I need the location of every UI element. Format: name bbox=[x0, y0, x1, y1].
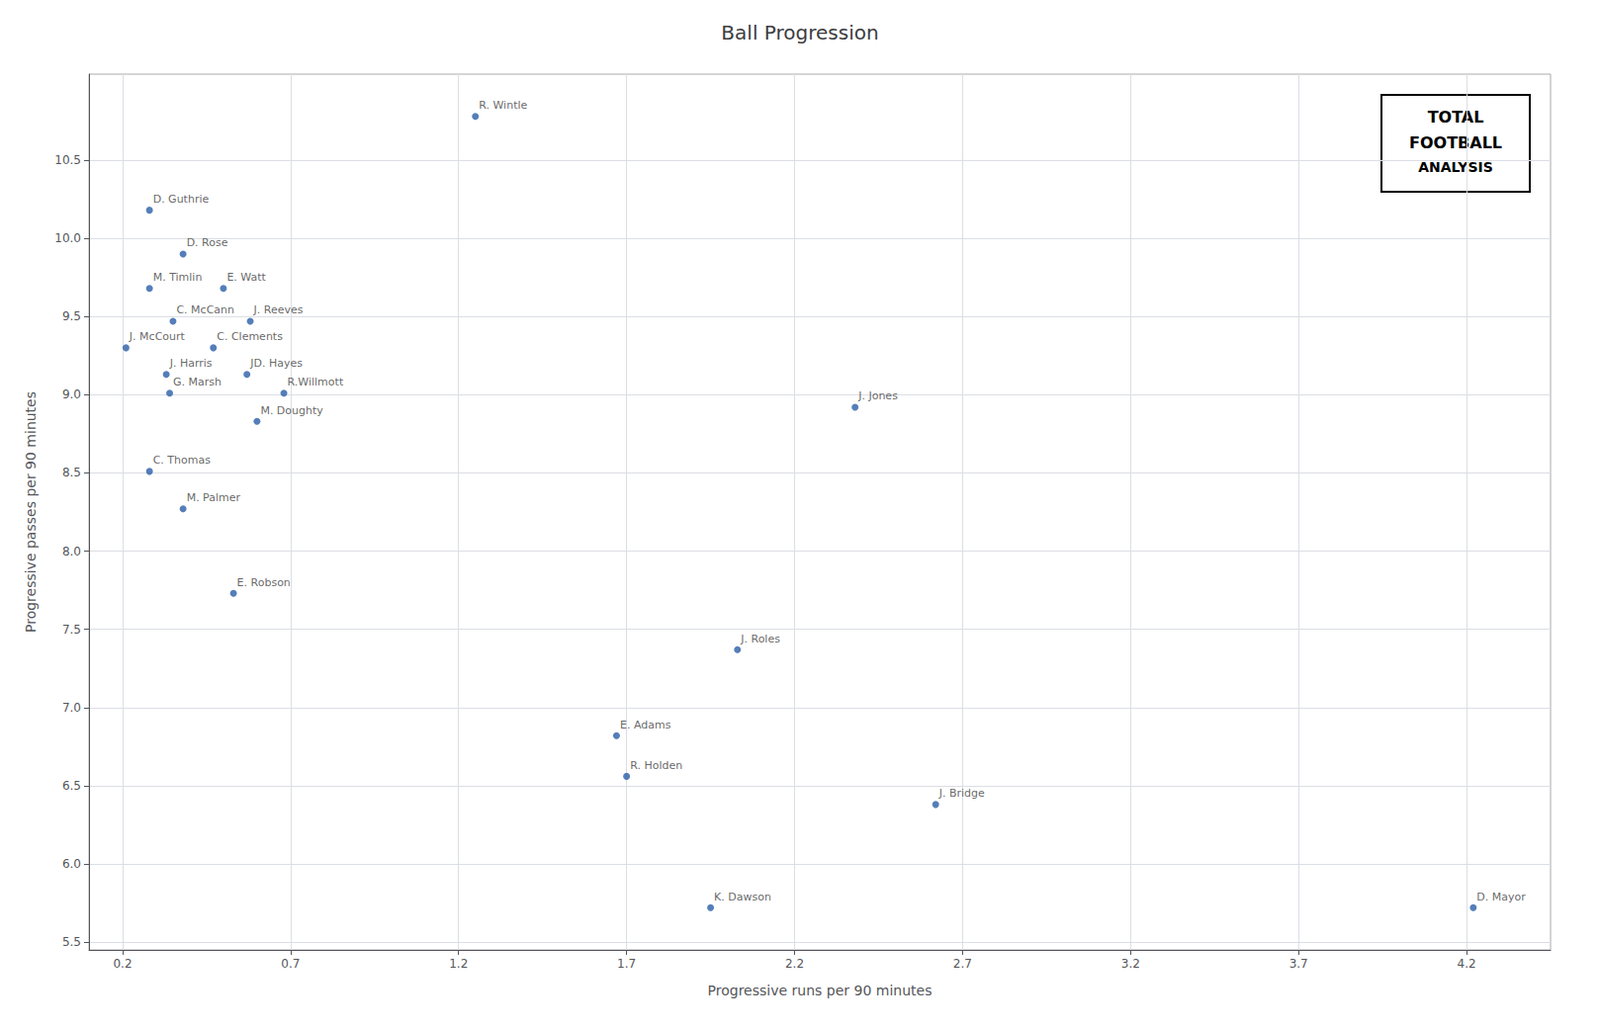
svg-text:R. Holden: R. Holden bbox=[629, 759, 683, 773]
svg-text:G. Marsh: G. Marsh bbox=[173, 375, 222, 389]
svg-text:3.2: 3.2 bbox=[1121, 957, 1141, 972]
svg-text:JD. Hayes: JD. Hayes bbox=[249, 356, 303, 370]
svg-text:ANALYSIS: ANALYSIS bbox=[1418, 159, 1494, 176]
svg-text:J. Bridge: J. Bridge bbox=[938, 787, 985, 800]
svg-text:M. Timlin: M. Timlin bbox=[153, 270, 203, 284]
svg-text:7.0: 7.0 bbox=[62, 701, 82, 715]
svg-text:J. Reeves: J. Reeves bbox=[253, 303, 304, 317]
svg-text:J. Jones: J. Jones bbox=[857, 389, 898, 403]
svg-text:10.5: 10.5 bbox=[54, 153, 82, 168]
svg-text:2.2: 2.2 bbox=[785, 957, 804, 972]
svg-text:6.0: 6.0 bbox=[62, 857, 82, 872]
svg-text:1.7: 1.7 bbox=[617, 957, 636, 972]
svg-text:E. Adams: E. Adams bbox=[620, 718, 672, 732]
svg-text:5.5: 5.5 bbox=[62, 935, 82, 950]
svg-text:Ball Progression: Ball Progression bbox=[720, 20, 879, 45]
svg-text:10.0: 10.0 bbox=[54, 231, 82, 246]
svg-text:D. Mayor: D. Mayor bbox=[1476, 890, 1526, 904]
svg-text:D. Guthrie: D. Guthrie bbox=[153, 192, 210, 206]
svg-text:Progressive runs per 90 minute: Progressive runs per 90 minutes bbox=[708, 982, 933, 999]
svg-text:0.7: 0.7 bbox=[280, 957, 300, 972]
svg-text:E. Watt: E. Watt bbox=[226, 270, 267, 284]
svg-text:3.7: 3.7 bbox=[1289, 957, 1309, 972]
svg-text:M. Doughty: M. Doughty bbox=[260, 404, 324, 418]
svg-text:Progressive passes per 90 minu: Progressive passes per 90 minutes bbox=[22, 391, 39, 633]
svg-text:J. Roles: J. Roles bbox=[739, 632, 781, 646]
svg-text:6.5: 6.5 bbox=[62, 779, 82, 794]
svg-text:C. Clements: C. Clements bbox=[216, 330, 283, 344]
svg-text:C. McCann: C. McCann bbox=[176, 303, 235, 317]
svg-text:K. Dawson: K. Dawson bbox=[713, 890, 772, 904]
svg-text:R. Wintle: R. Wintle bbox=[478, 98, 528, 112]
svg-text:1.2: 1.2 bbox=[448, 957, 468, 972]
svg-text:D. Rose: D. Rose bbox=[186, 236, 229, 250]
svg-text:C. Thomas: C. Thomas bbox=[153, 453, 212, 467]
svg-text:J. Harris: J. Harris bbox=[169, 356, 213, 370]
svg-text:E. Robson: E. Robson bbox=[237, 576, 291, 590]
svg-text:0.2: 0.2 bbox=[112, 957, 132, 972]
svg-text:2.7: 2.7 bbox=[953, 957, 973, 972]
svg-text:FOOTBALL: FOOTBALL bbox=[1409, 133, 1503, 153]
svg-text:J. McCourt: J. McCourt bbox=[128, 330, 186, 344]
svg-text:TOTAL: TOTAL bbox=[1427, 107, 1485, 127]
svg-text:7.5: 7.5 bbox=[62, 622, 82, 637]
svg-text:M. Palmer: M. Palmer bbox=[186, 491, 242, 505]
svg-text:8.5: 8.5 bbox=[62, 465, 82, 480]
svg-text:4.2: 4.2 bbox=[1457, 957, 1477, 972]
svg-text:R.Willmott: R.Willmott bbox=[287, 375, 345, 389]
svg-text:9.0: 9.0 bbox=[62, 387, 82, 402]
svg-text:8.0: 8.0 bbox=[62, 544, 82, 559]
svg-text:9.5: 9.5 bbox=[62, 309, 82, 324]
